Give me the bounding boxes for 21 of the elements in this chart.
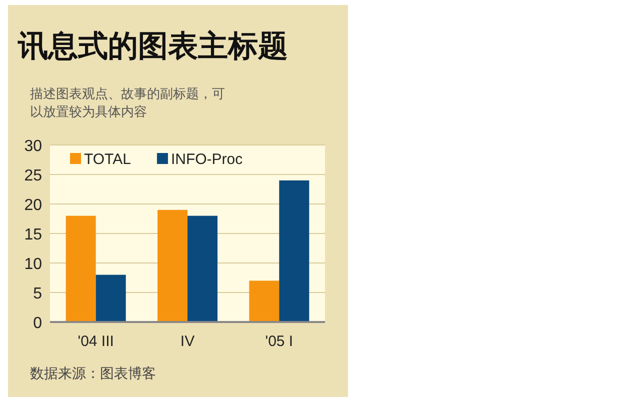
bar <box>96 274 126 322</box>
bar <box>279 180 310 322</box>
subtitle: 描述图表观点、故事的副标题，可以放置较为具体内容 <box>30 86 225 119</box>
y-tick-label: 15 <box>24 226 42 244</box>
y-tick-label: 25 <box>24 168 42 184</box>
y-tick-label: 5 <box>33 286 42 302</box>
x-tick-label: IV <box>180 333 195 350</box>
bar <box>188 216 218 322</box>
bar <box>249 280 280 322</box>
legend-label: TOTAL <box>84 151 131 168</box>
bar <box>66 216 96 322</box>
bar <box>158 210 188 322</box>
x-tick-label: '04 III <box>78 333 114 350</box>
title: 讯息式的图表主标题 <box>18 30 288 63</box>
x-tick-label: '05 I <box>265 333 294 350</box>
y-tick-label: 10 <box>24 256 42 273</box>
legend-label: INFO-Proc <box>170 151 244 168</box>
source-note: 数据来源：图表博客 <box>30 365 156 381</box>
y-tick-label: 20 <box>24 197 42 214</box>
y-tick-label: 0 <box>33 315 42 332</box>
y-tick-label: 30 <box>24 138 42 155</box>
